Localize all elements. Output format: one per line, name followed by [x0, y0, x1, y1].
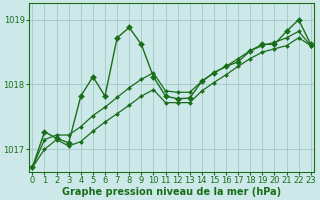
X-axis label: Graphe pression niveau de la mer (hPa): Graphe pression niveau de la mer (hPa) [62, 187, 281, 197]
